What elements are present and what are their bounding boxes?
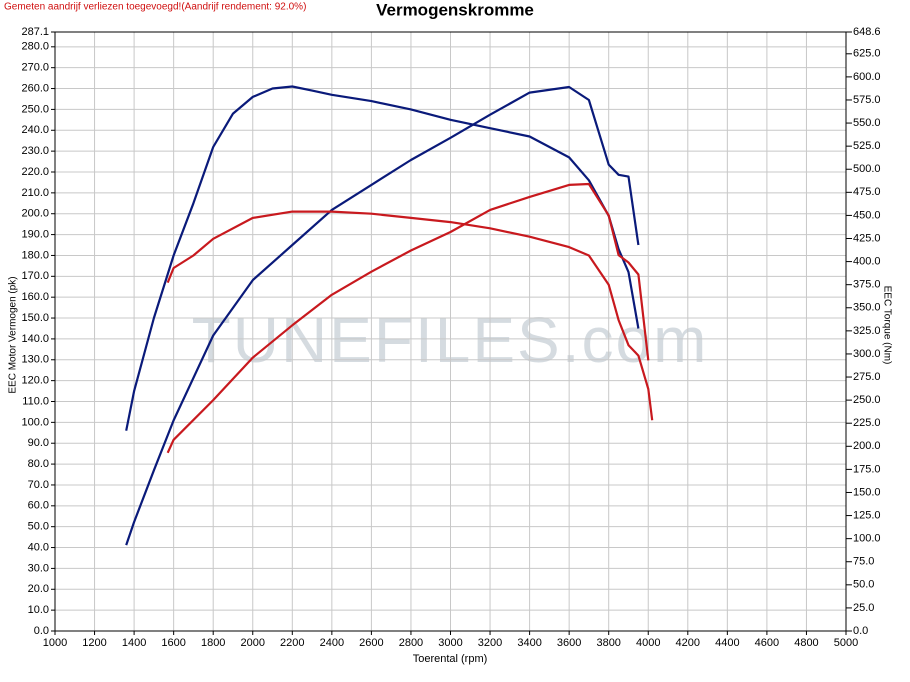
y2-tick-label: 100.0	[853, 533, 881, 545]
y2-tick-label: 50.0	[853, 579, 874, 591]
y-tick-label: 200.0	[21, 208, 49, 220]
y2-tick-label: 475.0	[853, 186, 881, 198]
x-tick-label: 4200	[676, 637, 700, 649]
x-tick-label: 1600	[161, 637, 185, 649]
curve	[166, 182, 650, 454]
y-tick-label: 120.0	[21, 375, 49, 387]
y2-tick-label: 75.0	[853, 556, 874, 568]
curve	[125, 85, 640, 431]
x-tick-label: 5000	[834, 637, 858, 649]
y-tick-label: 80.0	[28, 458, 49, 470]
x-tick-label: 3800	[596, 637, 620, 649]
plot-frame	[54, 31, 847, 632]
y-tick-label: 140.0	[21, 333, 49, 345]
y-tick-label: 130.0	[21, 354, 49, 366]
curve	[166, 210, 654, 421]
y2-axis-label: EEC Torque (Nm)	[881, 286, 892, 365]
y-axis-label: EEC Motor Vermogen (pk)	[8, 276, 19, 393]
y2-tick-label: 250.0	[853, 394, 881, 406]
y-tick-label: 10.0	[28, 604, 49, 616]
y2-tick-label: 648.6	[853, 26, 881, 38]
x-tick-label: 3200	[478, 637, 502, 649]
x-tick-label: 3400	[517, 637, 541, 649]
y2-tick-label: 325.0	[853, 325, 881, 337]
chart-title: Vermogenskromme	[376, 0, 534, 19]
y2-tick-label: 25.0	[853, 602, 874, 614]
y-tick-label: 190.0	[21, 228, 49, 240]
x-tick-label: 2000	[241, 637, 265, 649]
x-tick-label: 2600	[359, 637, 383, 649]
y2-tick-label: 125.0	[853, 509, 881, 521]
y2-tick-label: 625.0	[853, 48, 881, 60]
y2-tick-label: 225.0	[853, 417, 881, 429]
y2-tick-label: 550.0	[853, 117, 881, 129]
y2-tick-label: 500.0	[853, 163, 881, 175]
y-tick-label: 0.0	[34, 625, 49, 637]
y-tick-label: 20.0	[28, 583, 49, 595]
y2-tick-label: 400.0	[853, 255, 881, 267]
y-tick-label: 150.0	[21, 312, 49, 324]
x-axis-label: Toerental (rpm)	[413, 653, 488, 665]
y-tick-label: 60.0	[28, 500, 49, 512]
y-tick-label: 70.0	[28, 479, 49, 491]
curve	[125, 85, 640, 546]
y-tick-label: 220.0	[21, 166, 49, 178]
y2-tick-label: 425.0	[853, 232, 881, 244]
y-tick-label: 270.0	[21, 62, 49, 74]
y-tick-label: 40.0	[28, 541, 49, 553]
x-tick-label: 4800	[794, 637, 818, 649]
y-tick-label: 100.0	[21, 416, 49, 428]
y2-tick-label: 0.0	[853, 625, 868, 637]
y-tick-label: 240.0	[21, 124, 49, 136]
y2-tick-label: 450.0	[853, 209, 881, 221]
y2-tick-label: 300.0	[853, 348, 881, 360]
y-tick-label: 160.0	[21, 291, 49, 303]
x-tick-label: 3600	[557, 637, 581, 649]
y2-tick-label: 275.0	[853, 371, 881, 383]
y2-tick-label: 350.0	[853, 302, 881, 314]
y-tick-label: 90.0	[28, 437, 49, 449]
x-tick-label: 1200	[82, 637, 106, 649]
y2-tick-label: 600.0	[853, 71, 881, 83]
x-tick-label: 1000	[43, 637, 67, 649]
y-tick-label: 170.0	[21, 270, 49, 282]
y2-tick-label: 150.0	[853, 486, 881, 498]
x-tick-label: 2800	[399, 637, 423, 649]
y2-tick-label: 200.0	[853, 440, 881, 452]
y-tick-label: 250.0	[21, 103, 49, 115]
x-tick-label: 4600	[755, 637, 779, 649]
y-tick-label: 260.0	[21, 82, 49, 94]
y-tick-label: 230.0	[21, 145, 49, 157]
y2-tick-label: 575.0	[853, 94, 881, 106]
y2-tick-label: 375.0	[853, 279, 881, 291]
y2-tick-label: 175.0	[853, 463, 881, 475]
watermark: TUNEFILES.com	[192, 304, 709, 376]
y-tick-label: 50.0	[28, 521, 49, 533]
y2-tick-label: 525.0	[853, 140, 881, 152]
y-tick-label: 280.0	[21, 41, 49, 53]
x-tick-label: 1400	[122, 637, 146, 649]
x-tick-label: 2200	[280, 637, 304, 649]
y-tick-label: 210.0	[21, 187, 49, 199]
y-tick-label: 110.0	[22, 395, 49, 407]
note: Gemeten aandrijf verliezen toegevoegd!(A…	[4, 2, 306, 13]
x-tick-label: 4000	[636, 637, 660, 649]
y-tick-label: 180.0	[21, 249, 49, 261]
x-tick-label: 2400	[320, 637, 344, 649]
x-tick-label: 4400	[715, 637, 739, 649]
y-tick-label: 287.1	[21, 26, 49, 38]
x-tick-label: 1800	[201, 637, 225, 649]
x-tick-label: 3000	[438, 637, 462, 649]
y-tick-label: 30.0	[28, 562, 49, 574]
